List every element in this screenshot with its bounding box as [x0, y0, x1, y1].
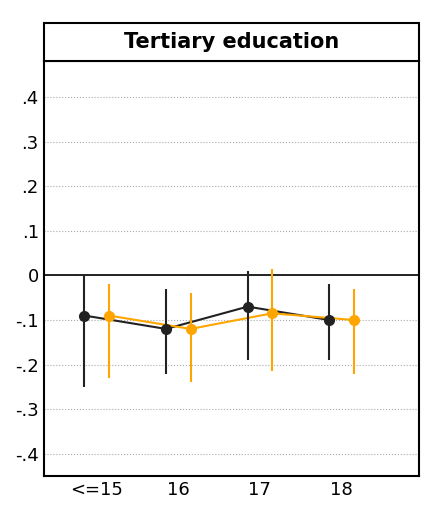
Text: Tertiary education: Tertiary education [124, 32, 339, 52]
